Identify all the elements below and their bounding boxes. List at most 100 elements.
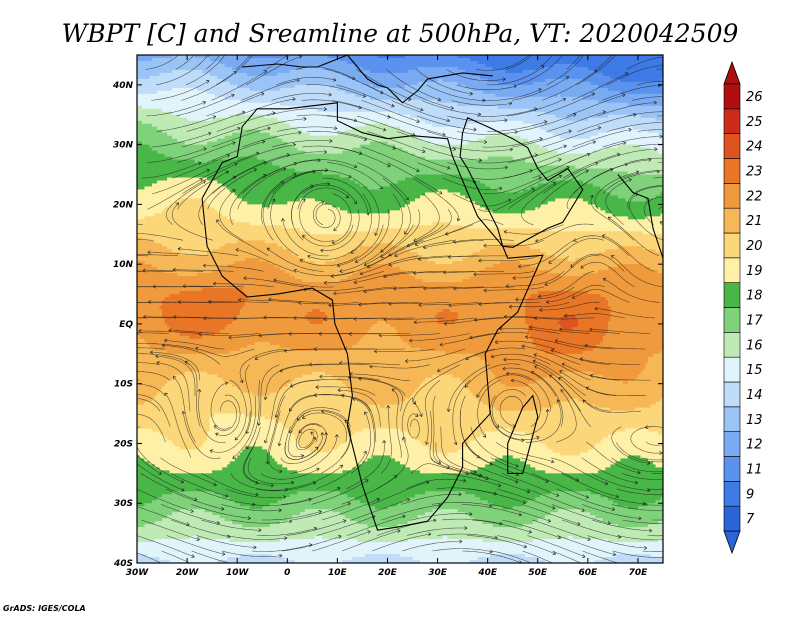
field-cell [177,72,180,77]
field-cell [430,81,433,86]
field-cell [364,63,368,68]
field-cell [279,75,283,80]
field-cell [627,60,631,65]
field-cell [542,78,546,83]
field-cell [172,84,175,89]
field-cell [505,69,509,74]
field-cell [357,78,361,83]
field-cell [172,60,175,65]
field-cell [324,63,328,68]
field-cell [570,87,574,92]
field-cell [652,57,656,62]
field-cell [147,63,150,68]
field-cell [312,84,316,89]
field-cell [192,78,195,83]
field-cell [610,69,614,74]
field-cell [167,66,170,71]
field-cell [422,123,426,128]
field-cell [299,78,303,83]
field-cell [637,108,641,113]
field-cell [397,72,401,77]
field-cell [264,96,268,101]
field-cell [567,81,571,86]
field-cell [374,78,378,83]
field-cell [555,102,559,107]
field-cell [460,63,464,68]
field-cell [435,78,438,83]
field-cell [487,99,491,104]
field-cell [575,75,579,80]
field-cell [212,123,216,128]
field-cell [297,75,301,80]
field-cell [144,114,148,119]
field-cell [147,93,150,98]
field-cell [415,78,418,83]
field-cell [482,108,486,113]
field-cell [347,57,351,62]
field-cell [540,102,544,107]
field-cell [400,96,403,101]
field-cell [580,105,584,110]
field-cell [420,105,423,110]
field-cell [302,123,306,128]
field-cell [332,93,336,98]
field-cell [164,84,168,89]
field-cell [284,66,288,71]
field-cell [575,90,579,95]
field-cell [550,114,554,119]
field-cell [209,63,213,68]
field-cell [297,114,301,119]
field-cell [207,108,211,113]
field-cell [625,78,629,83]
field-cell [515,60,519,65]
field-cell [282,75,286,80]
field-cell [450,93,453,98]
field-cell [567,108,571,113]
field-cell [622,78,626,83]
field-cell [187,96,190,101]
field-cell [304,111,308,116]
field-cell [647,78,651,83]
field-cell [487,81,491,86]
field-cell [264,114,268,119]
field-cell [437,72,441,77]
field-cell [157,57,160,62]
field-cell [422,55,426,59]
field-cell [154,87,158,92]
field-cell [292,78,296,83]
field-cell [254,93,258,98]
field-cell [307,72,311,77]
field-cell [525,102,529,107]
field-cell [162,111,165,116]
field-cell [580,63,584,68]
field-cell [142,72,145,77]
field-cell [227,111,231,116]
field-cell [410,108,413,113]
field-cell [172,111,175,116]
field-cell [227,72,231,77]
field-cell [189,69,193,74]
field-cell [204,114,208,119]
field-cell [179,81,183,86]
field-cell [269,69,273,74]
field-cell [582,90,586,95]
field-cell [462,96,466,101]
field-cell [174,96,178,101]
field-cell [147,60,150,65]
field-cell [392,72,396,77]
field-cell [402,57,406,62]
field-cell [372,105,376,110]
field-cell [495,108,499,113]
field-cell [582,55,586,59]
field-cell [187,84,190,89]
field-cell [307,93,311,98]
field-cell [272,102,276,107]
field-cell [645,102,649,107]
field-cell [284,69,288,74]
field-cell [615,108,619,113]
field-cell [212,57,216,62]
field-cell [304,72,308,77]
field-cell [445,81,448,86]
field-cell [510,55,514,59]
field-cell [447,102,451,107]
